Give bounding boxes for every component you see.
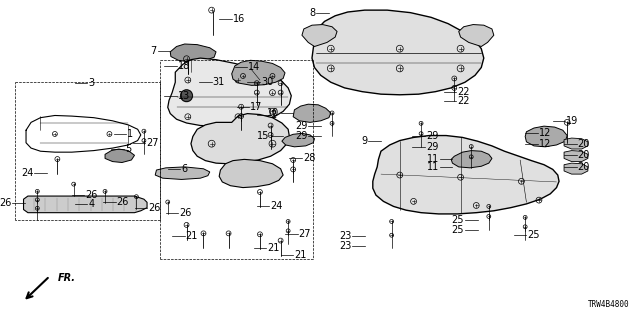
Text: 12: 12 (539, 139, 551, 149)
Text: 15: 15 (257, 132, 269, 141)
Polygon shape (302, 25, 337, 46)
Polygon shape (191, 114, 289, 164)
Text: 21: 21 (267, 244, 280, 253)
Text: 28: 28 (303, 153, 316, 164)
Text: 26: 26 (0, 198, 12, 208)
Text: 10: 10 (268, 108, 280, 118)
Text: 5: 5 (125, 144, 131, 154)
Text: 26: 26 (148, 203, 161, 213)
Polygon shape (564, 151, 588, 162)
Text: 29: 29 (426, 142, 438, 152)
Polygon shape (282, 133, 314, 147)
Text: 20: 20 (577, 139, 590, 149)
Text: 19: 19 (566, 116, 579, 126)
Text: 11: 11 (427, 154, 439, 164)
Text: 24: 24 (270, 201, 283, 212)
Text: 16: 16 (233, 14, 245, 24)
Polygon shape (24, 196, 147, 213)
Text: 6: 6 (181, 164, 188, 174)
Text: 23: 23 (339, 241, 351, 251)
Text: 21: 21 (186, 231, 198, 241)
Text: 1: 1 (127, 129, 134, 139)
Text: 29: 29 (295, 132, 307, 141)
Polygon shape (373, 136, 559, 214)
Polygon shape (564, 163, 588, 174)
Polygon shape (170, 44, 216, 62)
Polygon shape (451, 151, 492, 168)
Text: 3: 3 (88, 78, 95, 88)
Text: 20: 20 (577, 162, 590, 172)
Polygon shape (564, 138, 588, 149)
Text: 29: 29 (426, 132, 438, 141)
Text: 12: 12 (539, 128, 551, 138)
Text: 18: 18 (177, 61, 190, 71)
Text: 4: 4 (88, 199, 95, 209)
Polygon shape (156, 167, 210, 180)
Polygon shape (293, 104, 331, 122)
Text: 27: 27 (146, 138, 159, 148)
Text: 8: 8 (309, 8, 316, 18)
Polygon shape (219, 159, 283, 188)
Text: 14: 14 (248, 61, 260, 72)
Text: 26: 26 (179, 208, 192, 218)
Text: 25: 25 (527, 230, 540, 240)
Text: 24: 24 (21, 168, 33, 178)
Text: 7: 7 (150, 46, 157, 56)
Polygon shape (312, 10, 484, 95)
Text: 29: 29 (295, 121, 307, 131)
Text: FR.: FR. (58, 273, 76, 283)
Text: 25: 25 (451, 225, 464, 235)
Text: 23: 23 (339, 231, 351, 241)
Polygon shape (459, 25, 494, 46)
Text: 25: 25 (451, 215, 464, 225)
Text: 31: 31 (212, 77, 225, 87)
Text: 9: 9 (362, 136, 367, 146)
Circle shape (180, 90, 193, 102)
Polygon shape (232, 60, 285, 85)
Text: 2: 2 (270, 110, 276, 120)
Polygon shape (105, 149, 134, 163)
Text: 26: 26 (85, 190, 98, 200)
Text: 26: 26 (116, 197, 129, 207)
Text: 21: 21 (294, 250, 307, 260)
Text: 13: 13 (177, 91, 190, 101)
Text: 17: 17 (250, 102, 262, 112)
Text: TRW4B4800: TRW4B4800 (588, 300, 630, 309)
Text: 27: 27 (298, 229, 311, 239)
Polygon shape (168, 58, 291, 126)
Text: 22: 22 (457, 87, 470, 97)
Text: 20: 20 (577, 150, 590, 160)
Polygon shape (525, 126, 567, 147)
Text: 22: 22 (457, 96, 470, 106)
Text: 11: 11 (427, 162, 439, 172)
Text: 30: 30 (261, 77, 273, 87)
